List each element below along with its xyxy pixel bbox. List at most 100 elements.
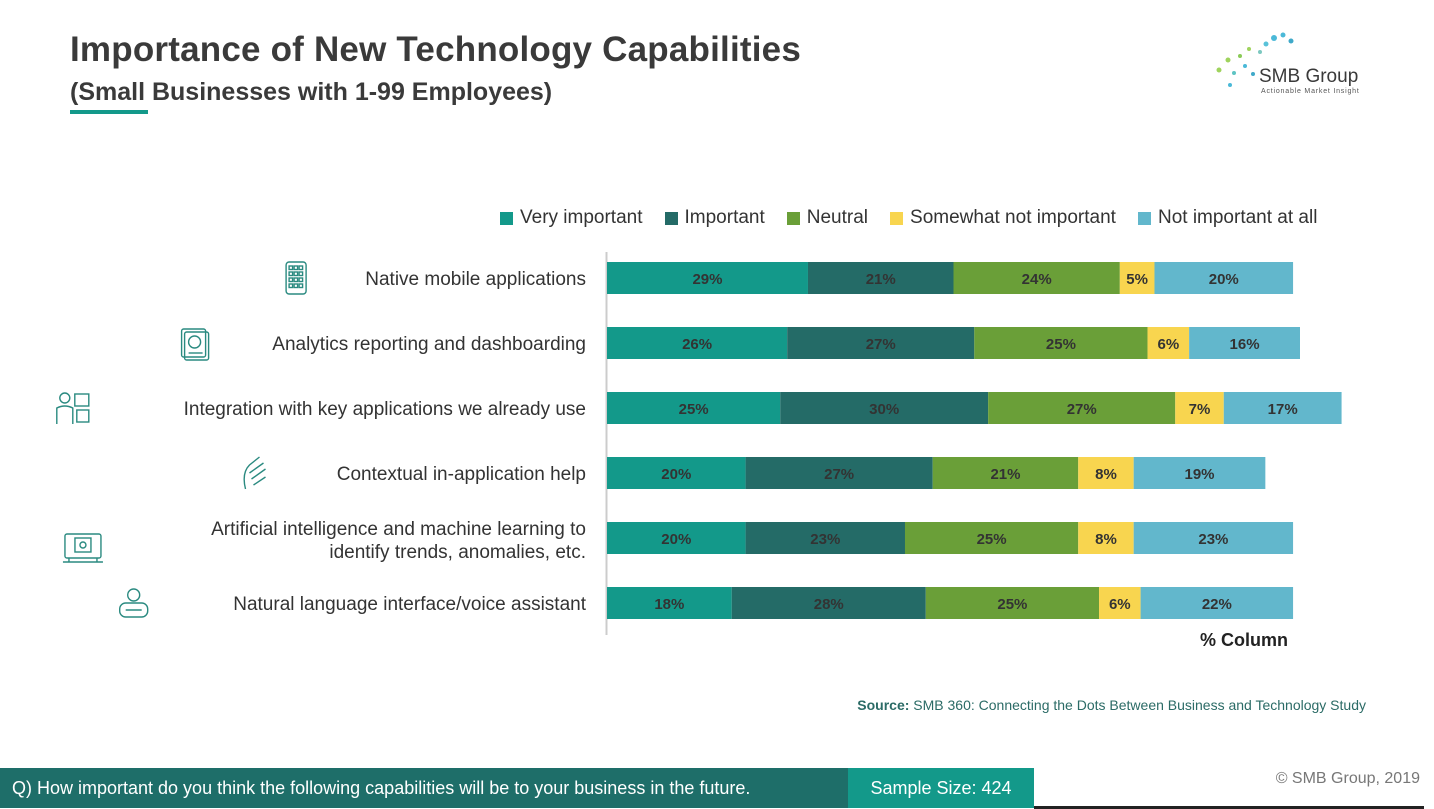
- voice-assistant-icon: [118, 588, 149, 618]
- bar-segment: [1223, 392, 1342, 424]
- ai-chip-icon: [62, 533, 103, 563]
- legend-label: Neutral: [806, 207, 869, 228]
- page-title: Importance of New Technology Capabilitie…: [70, 30, 801, 69]
- bar-segment: [1078, 457, 1134, 489]
- data-label: 24%: [1022, 271, 1052, 288]
- legend-swatch: [1137, 211, 1151, 225]
- footer-divider: [1034, 806, 1424, 809]
- bar-segment: [607, 327, 788, 359]
- data-label: 23%: [810, 531, 840, 548]
- logo-tagline: Actionable Market Insight: [1261, 88, 1360, 95]
- legend-item-important: Important: [664, 207, 765, 229]
- data-label: 30%: [869, 401, 899, 418]
- logo-name: SMB Group: [1259, 66, 1359, 87]
- bar-segment: [607, 587, 732, 619]
- page-subtitle: (Small Businesses with 1-99 Employees): [70, 78, 553, 106]
- legend-swatch: [500, 211, 513, 225]
- bar-segment: [1140, 587, 1294, 619]
- bar-segment: [932, 457, 1079, 489]
- category-label: Contextual in-application help: [337, 464, 586, 485]
- bar-segment: [1133, 522, 1294, 554]
- data-label: 20%: [661, 466, 691, 483]
- legend-item-neutral: Neutral: [786, 207, 869, 229]
- bar-segment: [1175, 392, 1224, 424]
- bar-segment: [925, 587, 1100, 619]
- legend-swatch: [890, 211, 904, 225]
- legend-item-very-important: Very important: [500, 207, 643, 229]
- category-label: Native mobile applications: [365, 269, 586, 290]
- help-hand-icon: [243, 456, 266, 490]
- bar-segment: [1189, 327, 1300, 359]
- data-label: 25%: [977, 531, 1007, 548]
- x-axis-label: % Column: [1200, 630, 1288, 650]
- data-label: 17%: [1268, 401, 1298, 418]
- data-label: 29%: [692, 271, 722, 288]
- bar-segment: [988, 392, 1176, 424]
- data-label: 22%: [1202, 596, 1232, 613]
- data-label: 20%: [661, 531, 691, 548]
- category-label: Natural language interface/voice assista…: [233, 594, 586, 615]
- bar-segment: [1119, 262, 1155, 294]
- legend-label: Very important: [520, 207, 643, 228]
- source-text: SMB 360: Connecting the Dots Between Bus…: [913, 697, 1366, 713]
- category-label: Analytics reporting and dashboarding: [272, 334, 586, 355]
- data-label: 27%: [866, 336, 896, 353]
- bar-segment: [745, 457, 933, 489]
- bar-segment: [787, 327, 975, 359]
- legend-swatch: [664, 211, 678, 225]
- copyright: © SMB Group, 2019: [1275, 770, 1420, 787]
- data-label: 8%: [1095, 531, 1117, 548]
- smb-group-logo-icon: [1216, 32, 1294, 87]
- bar-segment: [780, 392, 989, 424]
- data-label: 18%: [654, 596, 684, 613]
- bar-segment: [974, 327, 1148, 359]
- data-label: 23%: [1198, 531, 1228, 548]
- bar-segment: [1147, 327, 1190, 359]
- data-label: 6%: [1157, 336, 1179, 353]
- data-label: 8%: [1095, 466, 1117, 483]
- legend-item-not-important-at-all: Not important at all: [1137, 207, 1318, 229]
- dashboard-icon: [180, 328, 210, 361]
- legend-swatch: [786, 211, 800, 225]
- data-label: 19%: [1184, 466, 1214, 483]
- data-label: 25%: [679, 401, 709, 418]
- bar-segment: [607, 522, 746, 554]
- survey-question: Q) How important do you think the follow…: [0, 768, 848, 808]
- bar-segment: [904, 522, 1079, 554]
- data-label: 7%: [1189, 401, 1211, 418]
- data-label: 20%: [1209, 271, 1239, 288]
- subtitle-underline: [70, 110, 148, 114]
- legend-label: Not important at all: [1157, 207, 1318, 228]
- data-label: 5%: [1126, 271, 1148, 288]
- bar-segment: [1154, 262, 1294, 294]
- legend-label: Important: [684, 207, 765, 228]
- data-label: 27%: [824, 466, 854, 483]
- source-label: Source:: [857, 697, 910, 713]
- data-label: 28%: [814, 596, 844, 613]
- category-label: Artificial intelligence and machine lear…: [211, 519, 586, 563]
- bar-segment: [953, 262, 1120, 294]
- chart-legend: Very important Important Neutral Somewha…: [500, 205, 1317, 231]
- data-label: 26%: [682, 336, 712, 353]
- mobile-app-icon: [285, 261, 307, 295]
- data-label: 6%: [1109, 596, 1131, 613]
- bar-segment: [1078, 522, 1134, 554]
- data-label: 25%: [1046, 336, 1076, 353]
- bar-segment: [807, 262, 954, 294]
- data-label: 25%: [997, 596, 1027, 613]
- bar-segment: [731, 587, 926, 619]
- legend-label: Somewhat not important: [910, 207, 1116, 228]
- bar-segment: [607, 392, 781, 424]
- data-label: 16%: [1230, 336, 1260, 353]
- integration-icon: [56, 392, 90, 424]
- data-label: 27%: [1067, 401, 1097, 418]
- data-label: 21%: [990, 466, 1020, 483]
- legend-item-somewhat-not-important: Somewhat not important: [890, 207, 1116, 229]
- data-label: 21%: [866, 271, 896, 288]
- bar-segment: [607, 262, 808, 294]
- bar-segment: [1133, 457, 1266, 489]
- bar-segment: [1099, 587, 1141, 619]
- sample-size-badge: Sample Size: 424: [848, 768, 1034, 808]
- bar-segment: [745, 522, 905, 554]
